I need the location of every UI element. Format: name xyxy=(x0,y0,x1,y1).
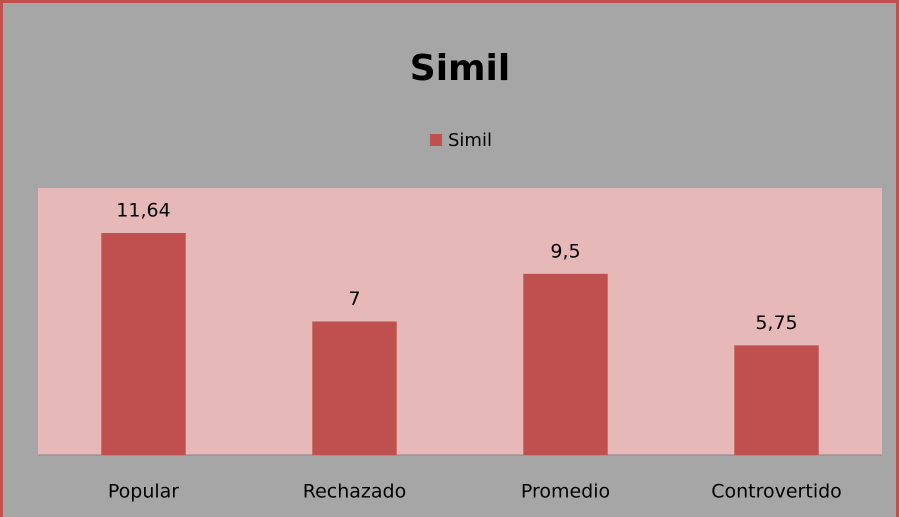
legend-label: Simil xyxy=(448,130,492,151)
bar xyxy=(101,233,186,455)
x-tick-label: Popular xyxy=(108,481,179,503)
x-tick-label: Promedio xyxy=(521,481,610,503)
legend-swatch xyxy=(430,134,442,146)
chart-title: Simil xyxy=(410,48,510,89)
x-tick-label: Controvertido xyxy=(711,481,842,503)
bar xyxy=(734,345,819,455)
bar xyxy=(523,273,608,455)
x-tick-label: Rechazado xyxy=(303,481,406,503)
data-label: 11,64 xyxy=(116,200,170,222)
data-label: 5,75 xyxy=(755,312,797,334)
data-label: 9,5 xyxy=(550,240,580,262)
data-label: 7 xyxy=(348,288,360,310)
bar xyxy=(312,321,397,455)
